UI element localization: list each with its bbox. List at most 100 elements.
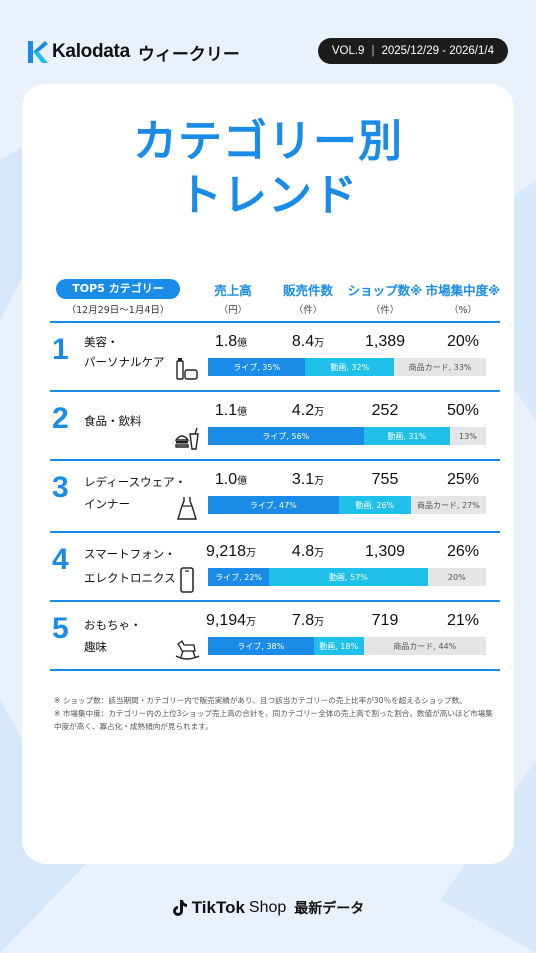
channel-share-bar: ライブ, 22% 動画, 57% 20% [208,568,486,586]
row-divider [50,531,500,533]
top5-badge: TOP5 カテゴリー [56,279,180,299]
rocking-horse-icon [175,640,200,660]
count-value: 4.8 [291,543,315,560]
count-value: 4.2 [291,402,315,419]
sales-unit: 万 [246,548,257,559]
smartphone-icon [180,567,194,593]
count-unit: 万 [314,617,325,628]
category-name-line2: 趣味 [84,640,107,654]
sales-value: 9,218 [205,543,247,560]
table-row: 5 おもちゃ・ 趣味 9,194万 7.8万 719 21% ライブ, 38% 動… [50,600,500,668]
table-row: 2 食品・飲料 1.1億 4.2万 252 50% ライブ, 56% 動画, 31… [50,390,500,458]
concentration-value: 20% [446,333,480,350]
column-header-shops: ショップ数※ [347,283,423,298]
bar-segment-live: ライブ, 56% [208,427,364,445]
category-name-line2: エレクトロニクス [84,571,176,585]
channel-share-bar: ライブ, 56% 動画, 31% 13% [208,427,486,445]
category-name-line2: インナー [84,497,130,511]
category-name-line1: レディースウェア・ [84,475,187,489]
page-title-line2: トレンド [178,170,358,221]
bar-segment-card2: 商品カード, 27% [410,496,486,514]
row-divider [50,459,500,461]
count-unit: 万 [314,338,325,349]
sales-unit: 億 [237,407,248,418]
column-unit-shops: （件） [370,305,400,316]
footer: TikTok Shop 最新データ [0,898,536,918]
cosmetics-icon [176,358,198,380]
bar-segment-live: ライブ, 22% [208,568,270,586]
bar-segment-video: 動画, 26% [338,496,411,514]
row-divider [50,390,500,392]
rank-number: 1 [52,333,69,366]
count-value: 7.8 [291,612,315,629]
shop-wordmark: Shop [248,899,287,916]
bar-segment-video: 動画, 18% [313,637,364,655]
bar-segment-card2: 商品カード, 33% [394,358,486,376]
category-name-line1: スマートフォン・ [84,547,176,561]
category-name-line1: 食品・飲料 [84,414,142,428]
shops-value: 1,309 [364,543,406,560]
footnote-concentration: ※ 市場集中度：カテゴリー内の上位3ショップ売上高の合計を、同カテゴリー全体の売… [54,709,493,731]
rank-number: 3 [52,471,69,504]
channel-share-bar: ライブ, 38% 動画, 18% 商品カード, 44% [208,637,486,655]
header: Kalodata ウィークリー VOL.9 | 2025/12/29 - 202… [28,38,508,66]
column-header-concentration: 市場集中度※ [425,283,501,298]
sales-value: 1.0 [214,471,238,488]
column-unit-sales: （円） [218,305,248,316]
volume-period: 2025/12/29 - 2026/1/4 [381,45,494,57]
shops-value: 1,389 [364,333,406,350]
shops-value: 719 [371,612,399,629]
sales-unit: 億 [237,476,248,487]
table-bottom-divider [50,669,500,671]
bar-segment-live: ライブ, 47% [208,496,339,514]
sales-unit: 万 [246,617,257,628]
row-divider [50,321,500,323]
kalodata-logo-icon [28,41,48,63]
content-card [22,84,514,864]
count-unit: 万 [314,476,325,487]
page-title-line1: カテゴリー別 [133,116,403,167]
column-header-count: 販売件数 [282,283,333,298]
count-unit: 万 [314,407,325,418]
category-name-line1: おもちゃ・ [84,618,142,632]
rank-number: 5 [52,612,69,645]
column-unit-count: （件） [293,305,323,316]
count-value: 3.1 [291,471,315,488]
bar-segment-card2: 13% [449,427,486,445]
volume-pill: VOL.9 | 2025/12/29 - 2026/1/4 [317,38,508,64]
sales-unit: 億 [237,338,248,349]
count-value: 8.4 [291,333,315,350]
tiktok-logo-icon [172,900,187,916]
channel-share-bar: ライブ, 35% 動画, 32% 商品カード, 33% [208,358,486,376]
concentration-value: 26% [446,543,480,560]
bar-segment-live: ライブ, 38% [208,637,314,655]
bar-segment-card2: 20% [427,568,486,586]
count-unit: 万 [314,548,325,559]
table-row: 1 美容・ パーソナルケア 1.8億 8.4万 1,389 20% ライブ, 3… [50,321,500,389]
food-icon [174,427,199,450]
dress-icon [177,497,197,520]
table-row: 4 スマートフォン・ エレクトロニクス 9,218万 4.8万 1,309 26… [50,531,500,599]
footer-label: 最新データ [294,901,365,917]
table-period: （12月29日〜1月4日） [66,305,170,316]
rank-number: 4 [52,543,69,576]
category-name-line2: パーソナルケア [84,355,165,369]
column-unit-concentration: （%） [448,305,478,316]
bar-segment-video: 動画, 57% [269,568,428,586]
footnote-shops: ※ ショップ数：該当期間・カテゴリー内で販売実績があり、且つ該当カテゴリーの売上… [54,696,467,705]
concentration-value: 25% [446,471,480,488]
concentration-value: 21% [446,612,480,629]
column-header-sales: 売上高 [214,283,252,298]
footnotes: ※ ショップ数：該当期間・カテゴリー内で販売実績があり、且つ該当カテゴリーの売上… [54,694,494,733]
category-name-line1: 美容・ [84,335,119,349]
sales-value: 9,194 [205,612,247,629]
bar-segment-live: ライブ, 35% [208,358,306,376]
shops-value: 755 [371,471,399,488]
row-divider [50,600,500,602]
brand-name: Kalodata [52,41,130,62]
bar-segment-video: 動画, 31% [363,427,450,445]
bar-segment-video: 動画, 32% [305,358,395,376]
sales-value: 1.8 [214,333,238,350]
table-row: 3 レディースウェア・ インナー 1.0億 3.1万 755 25% ライブ, … [50,459,500,527]
channel-share-bar: ライブ, 47% 動画, 26% 商品カード, 27% [208,496,486,514]
